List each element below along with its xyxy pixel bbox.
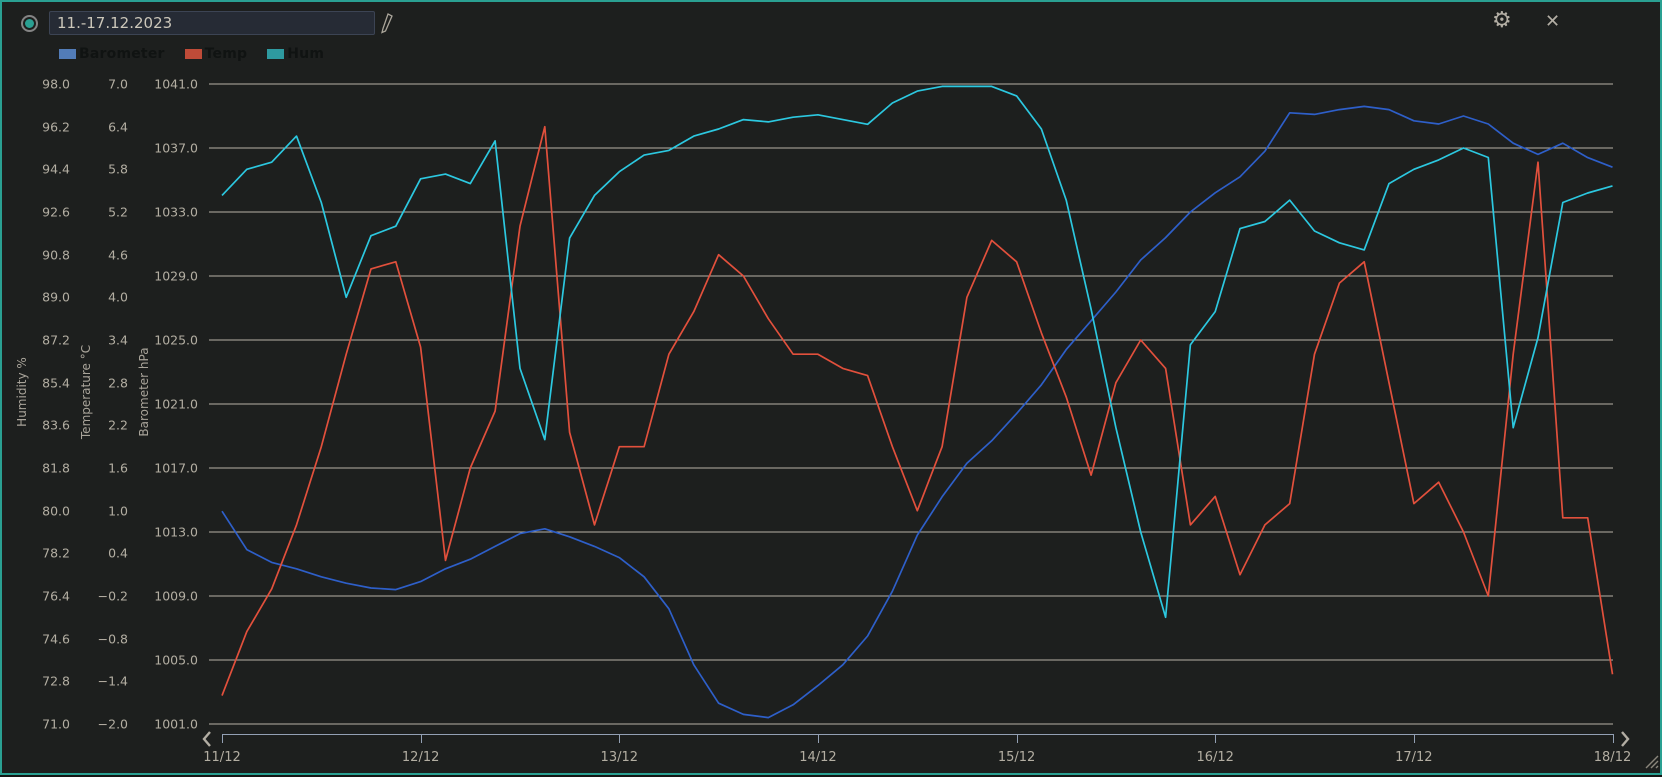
scroll-left-icon[interactable] [200,729,214,753]
y-tick-label: 1001.0 [154,716,198,732]
y-tick-label: 4.6 [108,247,128,263]
x-tick [619,734,621,743]
y-tick-label: 1029.0 [154,268,198,284]
y-tick-label: 89.0 [42,289,70,305]
x-tick-label: 18/12 [1593,750,1632,765]
y-tick-label: 76.4 [42,588,70,604]
y-tick-label: 92.6 [42,204,70,220]
y-axis-ticks-temperature: 7.0 6.4 5.8 5.2 4.6 4.0 3.4 2.8 2.2 1.6 1.0 0.4 −0.2… [68,2,128,777]
y-tick-label: 5.8 [108,161,128,177]
legend-label: Temp [204,46,248,62]
legend-swatch-icon [267,49,285,59]
x-tick [1413,734,1415,743]
x-axis-line [222,734,1613,735]
series-line-temp [221,125,1614,696]
y-tick-label: 87.2 [42,332,70,348]
date-range-input[interactable] [49,11,375,35]
y-tick-label: −0.8 [97,631,128,647]
y-tick-label: −1.4 [97,673,128,689]
y-tick-label: 72.8 [42,673,70,689]
y-tick-label: 1041.0 [154,76,198,92]
y-tick-label: 4.0 [108,289,128,305]
x-tick-label: 16/12 [1196,750,1234,765]
y-tick-label: 81.8 [42,460,70,476]
legend-swatch-icon [184,49,202,59]
y-tick-label: 96.2 [42,119,70,135]
y-tick-label: 2.2 [108,417,128,433]
x-tick [222,734,223,743]
y-tick-label: 0.4 [108,545,128,561]
y-tick-label: 85.4 [42,375,70,391]
radio-dot-icon [25,19,34,28]
y-tick-label: 1.6 [108,460,128,476]
y-axis-ticks-barometer: 1041.0 1037.0 1033.0 1029.0 1025.0 1021.0 1017… [128,2,198,777]
y-tick-label: 74.6 [42,631,70,647]
legend-item-temp[interactable]: Temp [184,46,248,62]
x-tick-label: 15/12 [997,750,1036,765]
y-tick-label: −2.0 [97,716,128,732]
radio-indicator-icon[interactable] [21,15,38,32]
y-tick-label: −0.2 [97,588,128,604]
close-icon[interactable]: ✕ [1545,11,1561,32]
scroll-right-icon[interactable] [1618,729,1632,753]
y-tick-label: 1005.0 [154,652,198,668]
edit-pencil-icon[interactable] [379,11,395,35]
x-tick [1215,734,1217,743]
legend-label: Hum [287,46,325,62]
legend-swatch-icon [59,49,76,59]
x-tick [1016,734,1018,743]
x-tick [817,734,819,743]
y-tick-label: 1009.0 [154,588,198,604]
y-tick-label: 94.4 [42,161,70,177]
y-tick-label: 7.0 [108,76,128,92]
x-tick-label: 11/12 [203,750,241,765]
y-tick-label: 1033.0 [154,204,198,220]
x-tick [420,734,422,743]
y-axis-ticks-humidity: 98.0 96.2 94.4 92.6 90.8 89.0 87.2 85.4 83.6 81.8… [10,2,70,777]
y-tick-label: 5.2 [108,204,128,220]
y-tick-label: 6.4 [108,119,128,135]
y-tick-label: 2.8 [108,375,128,391]
x-tick [1612,734,1614,743]
y-tick-label: 78.2 [42,545,70,561]
y-tick-label: 1025.0 [154,332,198,348]
series-line-barometer [221,105,1613,719]
y-tick-label: 1017.0 [154,460,198,476]
y-tick-label: 83.6 [42,417,70,433]
chart-plot-area[interactable] [209,83,1614,725]
y-tick-label: 1037.0 [154,140,198,156]
y-tick-label: 1013.0 [154,524,198,540]
y-tick-label: 80.0 [42,503,70,519]
x-tick-label: 12/12 [401,750,440,765]
legend-item-hum[interactable]: Hum [267,46,324,62]
x-tick-label: 14/12 [799,750,837,765]
legend-item-barometer[interactable]: Barometer [59,46,165,62]
y-tick-label: 98.0 [42,76,70,92]
y-tick-label: 1021.0 [154,396,198,412]
y-tick-label: 1.0 [108,503,128,519]
chart-legend: Barometer Temp Hum [59,46,324,62]
legend-label: Barometer [79,46,165,62]
settings-gear-icon[interactable]: ⚙ [1492,8,1512,33]
x-tick-label: 13/12 [600,750,639,765]
x-tick-label: 17/12 [1395,750,1433,765]
y-tick-label: 71.0 [42,716,70,732]
y-tick-label: 90.8 [42,247,70,263]
series-line-hum [221,85,1613,619]
resize-handle-icon[interactable] [1642,752,1660,774]
y-tick-label: 3.4 [108,332,128,348]
